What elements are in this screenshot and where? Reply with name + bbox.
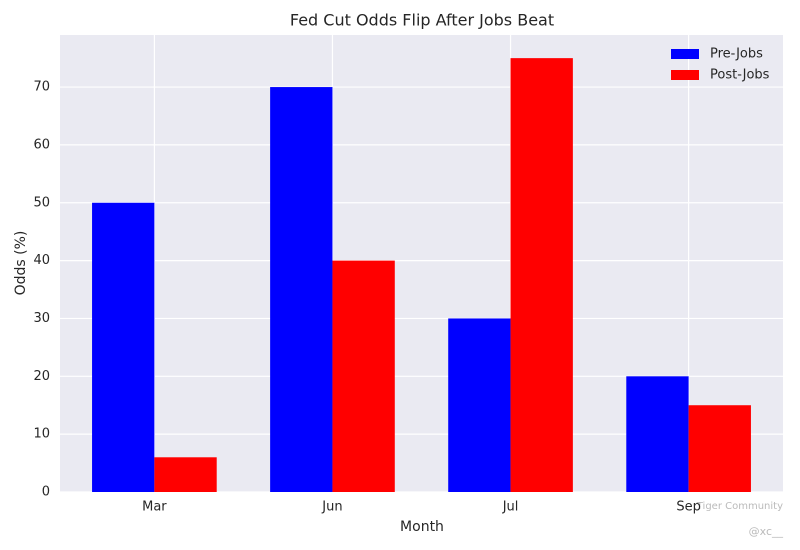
bar [92,202,155,492]
y-tick-label: 20 [33,369,50,384]
bar [626,376,689,492]
chart-title: Fed Cut Odds Flip After Jobs Beat [290,11,554,30]
bar [270,87,333,492]
y-tick-label: 40 [33,253,50,268]
y-tick-label: 60 [33,137,50,152]
y-tick-label: 70 [33,80,50,95]
x-tick-label: Mar [142,500,167,515]
x-tick-label: Sep [676,500,701,515]
bar [154,457,217,492]
watermark: @xc__ [749,525,784,538]
y-axis-label: Odds (%) [13,231,29,296]
legend-label: Post-Jobs [710,68,770,83]
watermark: Tiger Community [696,501,783,512]
y-tick-label: 30 [33,311,50,326]
y-tick-label: 50 [33,195,50,210]
bar [510,58,573,492]
bar [688,405,751,492]
y-tick-label: 0 [42,485,50,500]
bar [332,260,395,492]
legend-swatch [671,49,699,59]
x-axis-label: Month [400,519,444,535]
y-tick-label: 10 [33,427,50,442]
legend-label: Pre-Jobs [710,47,763,62]
x-tick-label: Jun [321,500,342,515]
legend-swatch [671,70,699,80]
x-tick-label: Jul [502,500,519,515]
bar [448,318,511,492]
